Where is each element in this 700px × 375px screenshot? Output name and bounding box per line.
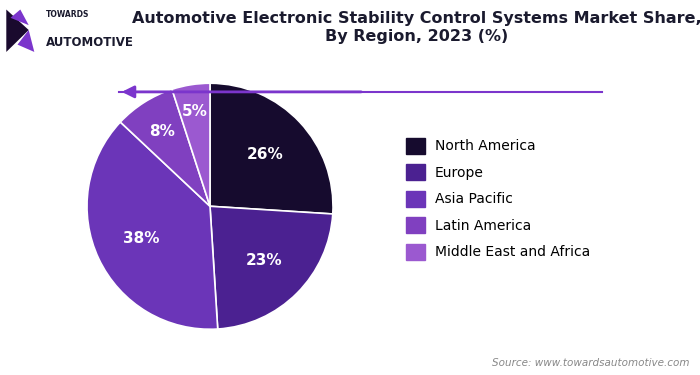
Wedge shape <box>120 89 210 206</box>
Wedge shape <box>210 206 332 329</box>
Polygon shape <box>6 9 29 52</box>
Text: 8%: 8% <box>150 124 176 139</box>
Text: TOWARDS: TOWARDS <box>46 10 89 19</box>
Polygon shape <box>18 30 34 52</box>
Text: 5%: 5% <box>182 104 208 119</box>
Text: Source: www.towardsautomotive.com: Source: www.towardsautomotive.com <box>492 358 690 368</box>
Polygon shape <box>10 9 29 25</box>
Text: 38%: 38% <box>122 231 159 246</box>
Legend: North America, Europe, Asia Pacific, Latin America, Middle East and Africa: North America, Europe, Asia Pacific, Lat… <box>406 138 590 260</box>
Wedge shape <box>172 83 210 206</box>
Text: 23%: 23% <box>246 253 282 268</box>
Text: AUTOMOTIVE: AUTOMOTIVE <box>46 36 134 48</box>
Wedge shape <box>210 83 333 214</box>
Text: 26%: 26% <box>247 147 284 162</box>
Text: Automotive Electronic Stability Control Systems Market Share,
By Region, 2023 (%: Automotive Electronic Stability Control … <box>132 11 700 44</box>
Wedge shape <box>87 122 218 329</box>
